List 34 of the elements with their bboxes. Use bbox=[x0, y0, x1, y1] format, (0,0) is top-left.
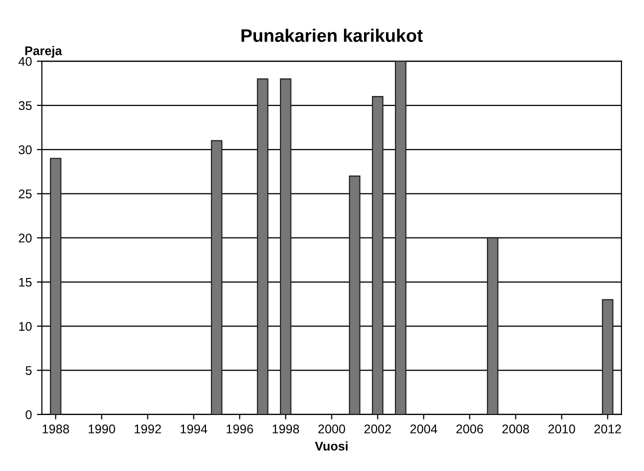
y-tick-label: 40 bbox=[18, 57, 32, 66]
y-tick-label: 35 bbox=[18, 101, 32, 110]
bar bbox=[50, 158, 62, 414]
bar bbox=[256, 78, 268, 414]
bar bbox=[394, 61, 406, 414]
x-tick-label: 2010 bbox=[548, 424, 576, 434]
x-tick-label: 2000 bbox=[318, 424, 346, 434]
x-tick-label: 2006 bbox=[456, 424, 484, 434]
x-tick-label: 2012 bbox=[594, 424, 621, 434]
y-tick-label: 5 bbox=[26, 366, 32, 375]
x-tick-label: 1998 bbox=[272, 424, 300, 434]
x-tick-label: 2004 bbox=[410, 424, 438, 434]
x-tick-label: 1994 bbox=[180, 424, 208, 434]
bar bbox=[602, 299, 614, 414]
y-tick-label: 0 bbox=[26, 410, 32, 420]
y-tick-label: 30 bbox=[18, 145, 32, 154]
x-tick-label: 1990 bbox=[88, 424, 116, 434]
y-tick-label: 15 bbox=[19, 278, 32, 287]
x-tick-label: 2002 bbox=[364, 424, 391, 434]
x-tick-label: 1996 bbox=[226, 424, 254, 434]
x-axis-title: Vuosi bbox=[314, 441, 348, 451]
y-tick-label: 10 bbox=[19, 322, 32, 331]
bar bbox=[486, 237, 498, 414]
bar bbox=[372, 96, 384, 414]
bar bbox=[280, 78, 292, 414]
y-tick-label: 25 bbox=[18, 190, 32, 198]
x-tick-label: 1988 bbox=[42, 424, 70, 434]
y-tick-label: 20 bbox=[18, 234, 32, 243]
x-tick-label: 2008 bbox=[502, 424, 530, 434]
bar bbox=[348, 175, 360, 414]
chart-title: Punakarien karikukot bbox=[242, 28, 423, 42]
x-tick-label: 1992 bbox=[134, 424, 161, 434]
y-axis-title: Pareja bbox=[25, 46, 62, 58]
bar bbox=[210, 140, 222, 414]
